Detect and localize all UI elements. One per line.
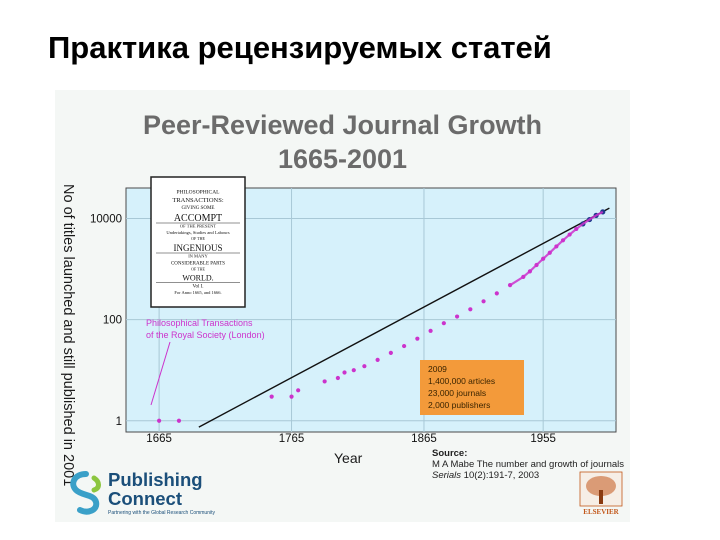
inset-text-line: PHILOSOPHICAL (176, 190, 220, 196)
points-layer (157, 209, 606, 423)
inset-text-line: OF THE (191, 236, 205, 241)
inset-text-line: Vol I. (192, 285, 203, 290)
elsevier-tree-icon (579, 471, 623, 507)
stats-line-4: 2,000 publishers (428, 400, 490, 410)
data-point (428, 328, 433, 333)
data-point (388, 350, 393, 355)
data-point (402, 343, 407, 349)
logo-tagline: Partnering with the Global Research Comm… (108, 510, 215, 516)
x-tick-label: 1765 (279, 433, 305, 445)
source-journal: Serials (432, 470, 462, 481)
chart-title: Peer-Reviewed Journal Growth (142, 110, 543, 140)
inset-text-line: Undertakings, Studies and Labours (166, 230, 229, 236)
data-point (362, 364, 367, 369)
source-line-2: 10(2):191-7, 2003 (461, 470, 540, 481)
inset-text-line: IN MANY (188, 254, 208, 259)
data-point (289, 394, 294, 399)
dense-series-segment (509, 210, 604, 287)
inset-text-line: INGENIOUS (174, 243, 223, 253)
source-label: Source: (432, 448, 468, 459)
trend-line (198, 207, 610, 428)
source-line-1: M A Mabe The number and growth of journa… (432, 459, 625, 470)
annotation-line-2: of the Royal Society (London) (146, 330, 265, 340)
tick-labels: 1665 1765 1865 1955 1 100 10000 (90, 213, 556, 445)
stats-line-3: 23,000 journals (428, 388, 486, 398)
elsevier-logo: ELSEVIER (576, 470, 626, 520)
chart-subtitle: 1665-2001 (277, 144, 408, 174)
data-point (176, 418, 182, 423)
x-tick-label: 1955 (530, 433, 556, 445)
inset-text-line: TRANSACTIONS: (172, 197, 223, 204)
data-point (494, 291, 499, 296)
source-note: Source: M A Mabe The number and growth o… (432, 448, 624, 481)
y-tick-label: 1 (116, 416, 122, 428)
logo-line-1: Publishing (108, 469, 203, 490)
data-point (351, 368, 356, 373)
stats-line-2: 1,400,000 articles (428, 376, 495, 386)
x-axis-label: Year (334, 450, 363, 466)
annotation-arrow (150, 341, 171, 406)
slide-title: Практика рецензируемых статей (48, 30, 552, 65)
data-point (342, 370, 347, 375)
annotation-line-1: Philosophical Transactions (146, 318, 253, 328)
inset-text-line: OF THE PRESENT (180, 224, 216, 229)
y-tick-label: 10000 (90, 213, 122, 225)
inset-text-line: ACCOMPT (174, 213, 222, 224)
elsevier-wordmark: ELSEVIER (583, 508, 619, 516)
inset-text-line: GIVING SOME (182, 206, 215, 211)
data-point (375, 357, 380, 362)
logo-mark-icon (70, 471, 101, 515)
data-point (481, 299, 486, 304)
data-point (269, 394, 274, 399)
x-tick-label: 1665 (146, 433, 172, 445)
x-tick-label: 1865 (411, 433, 437, 445)
stats-box: 2009 1,400,000 articles 23,000 journals … (420, 360, 524, 415)
data-point (296, 388, 301, 393)
data-point (415, 336, 420, 341)
data-point (468, 307, 473, 312)
inset-text-line: WORLD. (182, 274, 213, 283)
data-point (441, 321, 446, 326)
inset-text-line: OF THE (191, 267, 205, 272)
inset-text-line: CONSIDERABLE PARTS (171, 262, 225, 267)
logo-line-2: Connect (108, 488, 182, 509)
data-point (322, 379, 327, 384)
y-tick-label: 100 (103, 315, 122, 327)
trend-layer (198, 207, 610, 428)
inset-text-line: For Anno 1665, and 1666. (174, 290, 221, 296)
data-point (335, 375, 340, 381)
data-point (454, 314, 460, 319)
stats-line-1: 2009 (428, 364, 447, 374)
publishing-connect-logo: Publishing Connect Partnering with the G… (64, 468, 234, 523)
data-point (157, 418, 162, 423)
